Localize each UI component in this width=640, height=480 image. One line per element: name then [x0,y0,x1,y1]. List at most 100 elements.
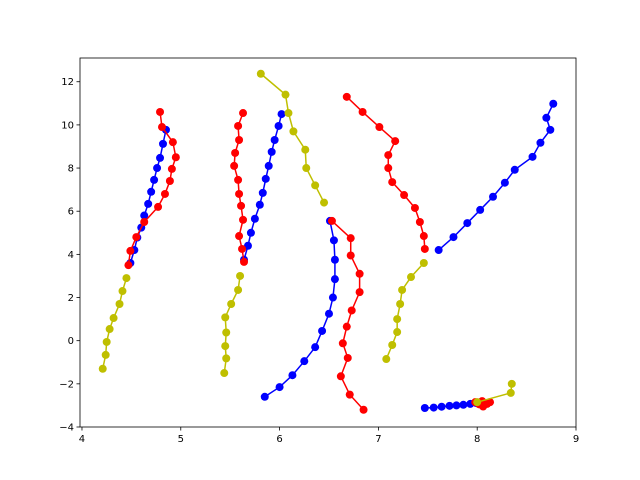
point-marker [419,232,428,241]
y-tick-label: 4 [68,250,74,261]
point-marker [343,353,352,362]
point-marker [221,313,230,322]
point-marker [330,275,339,284]
point-marker [528,152,537,161]
point-marker [153,164,162,173]
point-marker [327,216,336,225]
point-marker [240,257,249,266]
point-marker [384,164,393,173]
point-marker [98,364,107,373]
point-marker [144,199,153,208]
point-marker [329,236,338,245]
point-marker [238,244,247,253]
point-marker [536,138,545,147]
point-marker [434,246,443,255]
point-marker [500,178,509,187]
x-tick-label: 7 [375,434,381,445]
point-marker [275,383,284,392]
point-marker [281,90,290,99]
y-tick-label: −4 [59,423,74,434]
series-line [438,103,554,251]
point-marker [415,218,424,226]
point-marker [156,107,165,116]
point-marker [264,161,273,170]
point-marker [222,328,231,337]
point-marker [277,110,286,119]
y-tick-label: 0 [68,336,74,347]
point-marker [410,203,419,212]
point-marker [320,198,329,207]
point-marker [101,350,110,359]
point-marker [235,136,244,144]
point-marker [393,328,402,337]
series-line [264,220,336,398]
point-marker [318,326,327,335]
x-tick-label: 6 [276,434,282,445]
point-marker [289,127,298,136]
point-marker [375,123,384,132]
point-marker [239,215,248,224]
point-marker [115,300,124,308]
series-line [331,220,365,411]
point-marker [156,153,165,162]
point-marker [445,401,454,410]
point-marker [246,228,255,237]
point-marker [384,151,393,160]
point-marker [235,232,244,241]
point-marker [239,109,248,118]
point-marker [342,92,351,101]
point-marker [171,153,180,162]
point-marker [234,285,243,294]
point-marker [463,219,472,228]
x-tick-label: 8 [474,434,480,445]
point-marker [301,145,310,154]
point-marker [449,233,458,242]
point-marker [476,205,485,214]
point-marker [406,273,415,282]
point-marker [546,125,555,134]
point-marker [388,178,397,187]
point-marker [109,314,118,323]
point-marker [347,306,356,315]
point-marker [311,181,320,190]
point-marker [391,137,400,146]
point-marker [542,113,551,122]
point-marker [234,121,243,130]
point-marker [147,187,156,196]
point-marker [355,269,364,278]
point-marker [328,293,337,302]
point-marker [126,246,135,255]
point-marker [260,392,269,401]
series-line [243,113,283,260]
point-marker [168,138,177,147]
point-marker [150,175,159,184]
point-marker [258,188,267,197]
point-marker [235,189,244,198]
series-line [346,96,426,250]
point-marker [420,404,429,413]
series-line [129,129,167,264]
point-marker [102,337,111,346]
y-tick-label: 12 [61,77,74,88]
point-marker [227,300,236,308]
point-marker [160,189,169,198]
point-marker [549,99,558,108]
point-marker [510,165,519,174]
point-marker [140,211,149,220]
point-marker [158,123,167,132]
point-marker [274,121,283,130]
point-marker [506,388,515,397]
y-tick-label: 2 [68,293,74,304]
point-marker [338,339,347,348]
point-marker [330,255,339,264]
point-marker [311,343,320,352]
point-marker [396,300,405,308]
x-tick-label: 9 [573,434,579,445]
point-marker [231,148,240,157]
point-marker [234,175,243,184]
point-marker [346,251,355,260]
point-marker [382,355,391,364]
x-tick-label: 5 [178,434,184,445]
axes-frame [79,57,577,428]
